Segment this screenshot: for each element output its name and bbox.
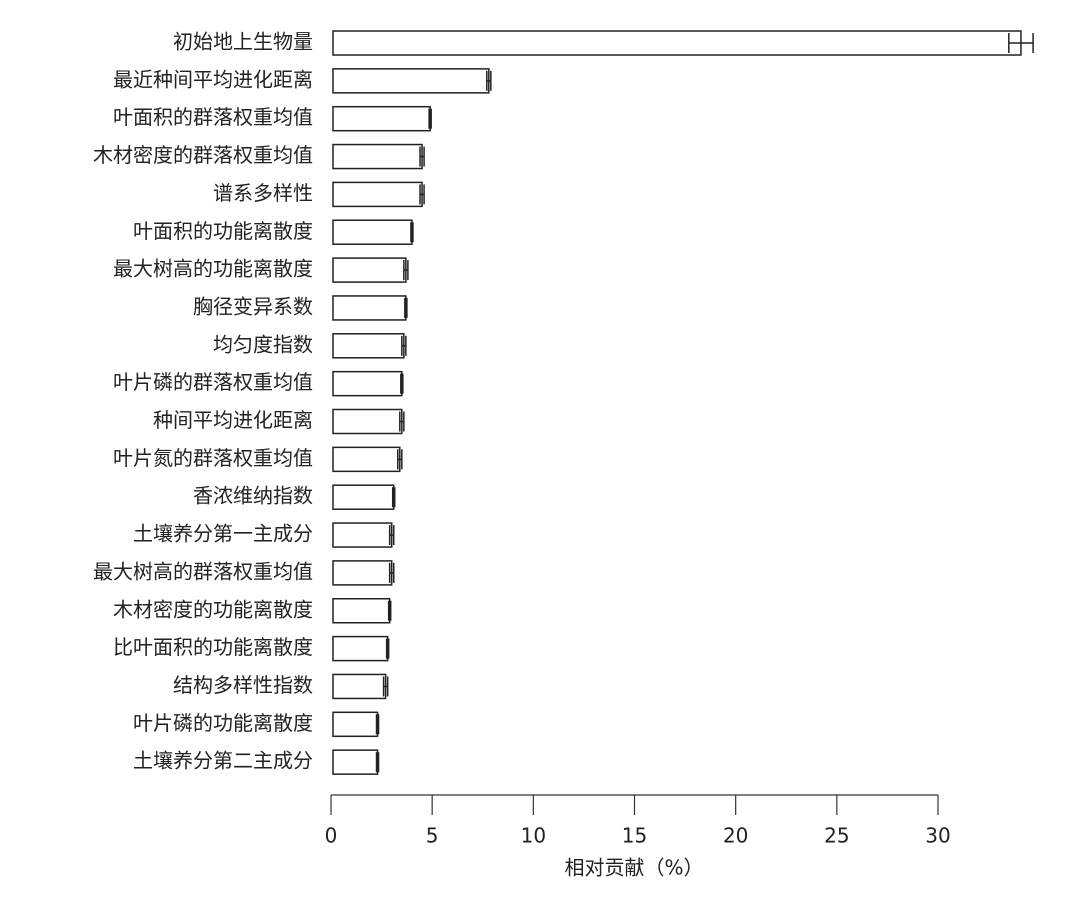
x-tick-label: 0 (325, 824, 338, 848)
y-tick-label: 叶片磷的功能离散度 (133, 711, 313, 735)
x-tick-label: 30 (925, 824, 950, 848)
bar (332, 484, 395, 510)
bar (332, 635, 389, 662)
bar (332, 295, 407, 321)
bar (332, 143, 423, 170)
bar (332, 181, 423, 208)
y-tick-label: 木材密度的群落权重均值 (93, 143, 313, 167)
y-tick-label: 木材密度的功能离散度 (113, 597, 313, 621)
y-tick-label: 土壤养分第一主成分 (133, 522, 313, 546)
bar (332, 30, 1022, 56)
y-tick-label: 叶片氮的群落权重均值 (113, 446, 313, 470)
x-axis-label: 相对贡献（%） (564, 856, 703, 880)
y-tick-label: 香浓维纳指数 (193, 484, 313, 508)
bar (332, 105, 431, 132)
bar (332, 446, 401, 473)
x-tick-label: 15 (622, 824, 647, 848)
bar (332, 68, 490, 94)
y-tick-label: 叶面积的功能离散度 (133, 219, 313, 243)
y-tick-label: 结构多样性指数 (173, 673, 313, 697)
y-tick-label: 叶面积的群落权重均值 (113, 105, 313, 129)
x-tick-label: 5 (426, 824, 439, 848)
y-tick-label: 最大树高的功能离散度 (113, 257, 313, 281)
y-tick-label: 种间平均进化距离 (153, 408, 313, 432)
y-tick-label: 叶片磷的群落权重均值 (113, 370, 313, 394)
y-tick-label: 均匀度指数 (213, 332, 313, 356)
y-tick-label: 最近种间平均进化距离 (113, 67, 313, 91)
y-tick-label: 胸径变异系数 (193, 294, 313, 318)
y-tick-label: 谱系多样性 (213, 181, 313, 205)
bar (332, 560, 393, 586)
bar (332, 522, 393, 548)
bar (332, 673, 387, 700)
y-tick-label: 最大树高的群落权重均值 (93, 559, 313, 583)
bar (332, 598, 391, 624)
bar (332, 333, 405, 359)
bar (332, 219, 413, 245)
bar (332, 749, 379, 775)
x-tick-label: 20 (723, 824, 748, 848)
x-tick-label: 10 (521, 824, 546, 848)
bar (332, 408, 403, 435)
y-tick-label: 土壤养分第二主成分 (133, 749, 313, 773)
y-tick-label: 比叶面积的功能离散度 (113, 635, 313, 659)
x-tick-label: 25 (824, 824, 849, 848)
y-tick-label: 初始地上生物量 (173, 30, 313, 54)
bar (332, 257, 407, 283)
bar (332, 370, 403, 397)
bar (332, 711, 379, 738)
